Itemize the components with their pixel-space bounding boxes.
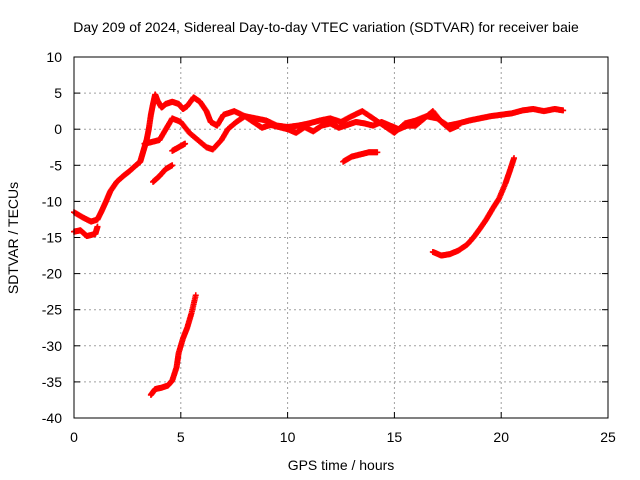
axis-ticks: 0 5 10 15 20 25 10 5 0 -5 -10 -15 -20 -25 -30 -35 -40 [42, 49, 616, 445]
y-tick-label: -35 [42, 374, 62, 390]
chart-title: Day 209 of 2024, Sidereal Day-to-day VTE… [73, 19, 579, 35]
data-point [374, 149, 381, 156]
data-points [71, 91, 567, 398]
series-second-track [141, 108, 462, 153]
data-point [192, 292, 199, 299]
data-point [169, 162, 176, 169]
y-tick-label: 10 [46, 49, 62, 65]
series-rising-segment [429, 155, 518, 259]
x-axis-label: GPS time / hours [288, 457, 395, 473]
series-short-segment-c [340, 149, 381, 165]
data-point [511, 155, 518, 162]
y-tick-label: 0 [54, 121, 62, 137]
series-short-segment-b [169, 140, 189, 154]
series-short-segment-a [150, 162, 176, 185]
data-point [455, 122, 462, 129]
y-tick-label: -10 [42, 193, 62, 209]
grid-lines [74, 57, 608, 418]
x-tick-label: 20 [493, 429, 509, 445]
y-tick-label: -30 [42, 338, 62, 354]
x-tick-label: 0 [70, 429, 78, 445]
y-tick-label: -20 [42, 266, 62, 282]
y-tick-label: -5 [50, 157, 63, 173]
x-tick-label: 10 [280, 429, 296, 445]
plot-frame [73, 56, 609, 419]
y-axis-label: SDTVAR / TECUs [5, 182, 21, 294]
y-tick-label: -15 [42, 230, 62, 246]
x-tick-label: 5 [177, 429, 185, 445]
data-point [560, 107, 567, 114]
x-tick-label: 25 [600, 429, 616, 445]
data-point [182, 140, 189, 147]
y-tick-label: -25 [42, 302, 62, 318]
y-tick-label: -40 [42, 410, 62, 426]
x-tick-label: 15 [387, 429, 403, 445]
data-point [94, 223, 101, 230]
series-main-track [71, 91, 567, 225]
series-dip-segment [147, 292, 199, 398]
series-lower-wiggle [71, 223, 101, 240]
y-tick-label: 5 [54, 85, 62, 101]
